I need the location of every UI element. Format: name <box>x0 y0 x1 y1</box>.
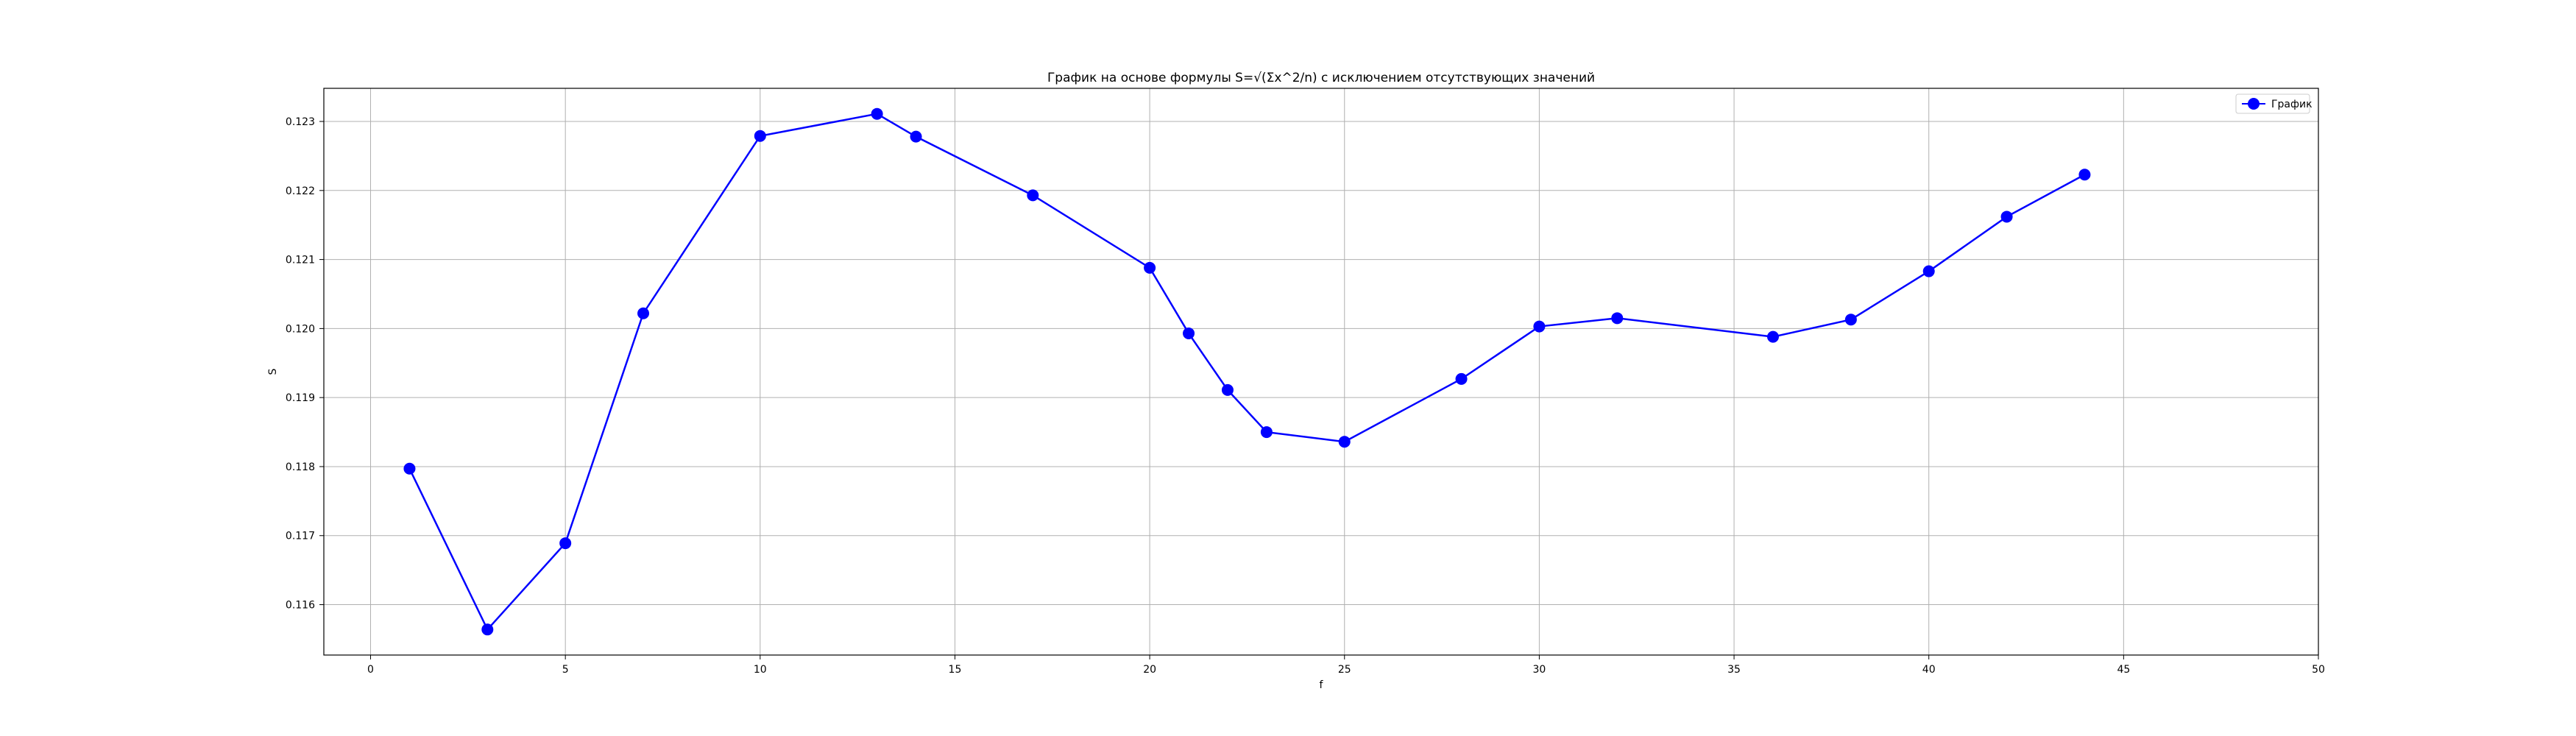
y-tick-label: 0.123 <box>286 116 315 128</box>
x-tick-label: 30 <box>1532 664 1546 676</box>
x-tick-label: 40 <box>1922 664 1936 676</box>
y-tick-label: 0.116 <box>286 600 315 612</box>
data-point <box>1611 312 1624 325</box>
data-point <box>403 462 416 475</box>
y-axis-label: S <box>267 368 279 375</box>
data-point <box>1260 426 1273 439</box>
y-tick-label: 0.121 <box>286 255 315 266</box>
x-tick-label: 0 <box>367 664 374 676</box>
grid <box>324 88 2319 655</box>
legend-label: График <box>2271 99 2313 110</box>
series-layer <box>403 107 2091 636</box>
chart-title: График на основе формулы S=√(Σx^2/n) с и… <box>1047 71 1595 85</box>
data-point <box>871 107 883 120</box>
legend: График <box>2235 93 2313 114</box>
y-tick-label: 0.118 <box>286 461 315 473</box>
x-tick-label: 5 <box>562 664 569 676</box>
x-tick-label: 45 <box>2117 664 2130 676</box>
data-point <box>1533 320 1546 333</box>
data-point <box>1221 383 1234 396</box>
data-point <box>637 307 650 319</box>
data-point <box>559 537 572 550</box>
plot-frame <box>323 88 2319 656</box>
data-point <box>910 130 922 143</box>
x-tick-label: 25 <box>1338 664 1351 676</box>
y-tick-label: 0.120 <box>286 323 315 335</box>
legend-marker <box>2248 98 2260 110</box>
x-tick-label: 50 <box>2312 664 2325 676</box>
y-tick-label: 0.119 <box>286 392 315 404</box>
x-tick-label: 20 <box>1143 664 1156 676</box>
data-point <box>1183 327 1195 339</box>
data-point <box>1766 330 1779 343</box>
x-tick-label: 15 <box>949 664 962 676</box>
x-tick-label: 10 <box>754 664 767 676</box>
axis-ticks: 0 5 10 15 20 25 30 35 40 45 50 0.116 0.117 0.118 0.119… <box>286 116 2325 676</box>
data-point <box>754 130 766 142</box>
y-tick-label: 0.117 <box>286 531 315 542</box>
data-point <box>1922 265 1935 277</box>
data-point <box>1455 372 1468 385</box>
x-axis-label: f <box>1320 679 1324 691</box>
series-line <box>408 113 2086 631</box>
data-point <box>1844 314 1857 326</box>
y-tick-label: 0.122 <box>286 185 315 197</box>
data-point <box>1027 189 1039 202</box>
data-point <box>481 623 494 636</box>
data-point <box>2000 210 2013 223</box>
data-point <box>1144 261 1156 274</box>
data-point <box>2078 169 2091 181</box>
x-tick-label: 35 <box>1727 664 1741 676</box>
data-point <box>1338 436 1351 448</box>
